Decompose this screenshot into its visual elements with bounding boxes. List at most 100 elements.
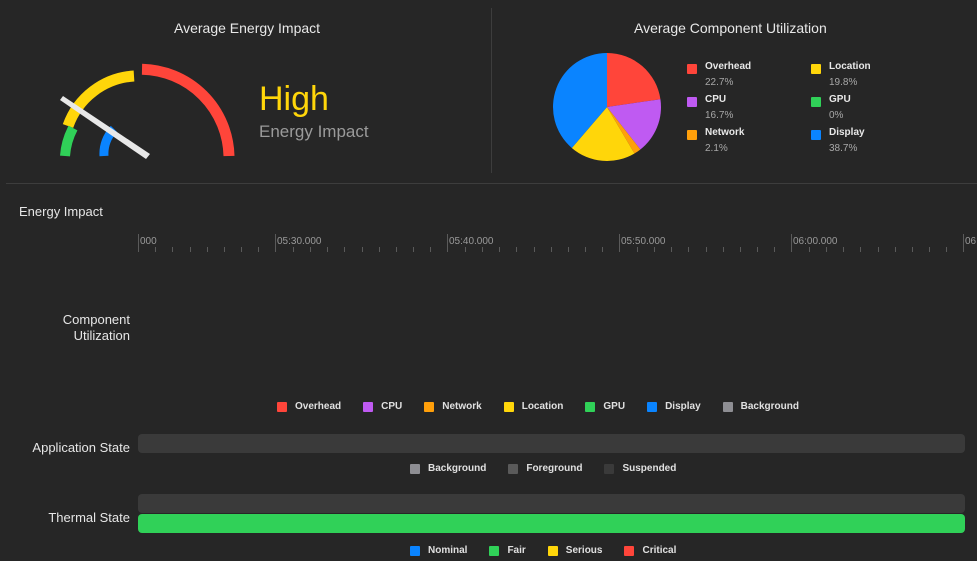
- legend-label: Foreground: [526, 463, 583, 474]
- thermal-legend-serious: Serious: [547, 545, 603, 556]
- ruler-tick-label: 05:40.000: [449, 236, 494, 247]
- ruler-minor-tick: [895, 247, 896, 252]
- legend-swatch: [410, 545, 420, 556]
- app-state-legend-background: Background: [410, 463, 486, 474]
- ruler-minor-tick: [379, 247, 380, 252]
- legend-label: Fair: [507, 545, 526, 556]
- thermal-state-nominal-fill[interactable]: [138, 514, 965, 533]
- legend-label: Location: [521, 401, 564, 412]
- ruler-minor-tick: [946, 247, 947, 252]
- ruler-minor-tick: [654, 247, 655, 252]
- ruler-minor-tick: [860, 247, 861, 252]
- pie-slice-overhead: [607, 53, 661, 107]
- thermal-legend-fair: Fair: [489, 545, 526, 556]
- legend-swatch: [424, 401, 435, 412]
- section-divider: [6, 183, 977, 184]
- legend-percent: 0%: [829, 110, 844, 121]
- ruler-minor-tick: [671, 247, 672, 252]
- legend-swatch: [624, 545, 635, 556]
- ruler-minor-tick: [843, 247, 844, 252]
- ruler-major-tick: [275, 234, 276, 252]
- component-legend-background: Background: [722, 401, 799, 412]
- legend-swatch: [687, 64, 697, 74]
- ruler-minor-tick: [413, 247, 414, 252]
- ruler-minor-tick: [637, 247, 638, 252]
- ruler-minor-tick: [172, 247, 173, 252]
- thermal-legend-nominal: Nominal: [410, 545, 467, 556]
- energy-impact-title: Average Energy Impact: [174, 20, 321, 36]
- ruler-minor-tick: [774, 247, 775, 252]
- legend-label: Serious: [565, 545, 603, 556]
- thermal-state-legend: Nominal Fair Serious Critical: [410, 545, 676, 556]
- legend-label: Network: [442, 401, 482, 412]
- energy-gauge: [60, 63, 235, 159]
- ruler-minor-tick: [723, 247, 724, 252]
- application-state-legend: Background Foreground Suspended: [410, 463, 676, 474]
- ruler-minor-tick: [258, 247, 259, 252]
- gauge-needle: [60, 96, 150, 159]
- ruler-minor-tick: [327, 247, 328, 252]
- component-utilization-title: Average Component Utilization: [634, 20, 827, 36]
- thermal-state-lane-track: [138, 494, 965, 513]
- legend-percent: 2.1%: [705, 143, 728, 154]
- ruler-minor-tick: [826, 247, 827, 252]
- ruler-major-tick: [447, 234, 448, 252]
- ruler-minor-tick: [430, 247, 431, 252]
- component-legend-network: Network: [424, 401, 482, 412]
- legend-swatch: [547, 545, 558, 556]
- legend-label: Critical: [642, 545, 677, 556]
- app-state-legend-suspended: Suspended: [604, 463, 676, 474]
- pie-slice-cpu: [607, 99, 661, 150]
- legend-name: Display: [829, 127, 865, 138]
- ruler-minor-tick: [155, 247, 156, 252]
- application-state-lane[interactable]: [138, 434, 965, 453]
- ruler-minor-tick: [207, 247, 208, 252]
- gauge-critical-arc: [141, 63, 235, 157]
- component-pie-chart: [553, 53, 661, 161]
- legend-swatch: [277, 401, 287, 412]
- ruler-minor-tick: [809, 247, 810, 252]
- ruler-minor-tick: [757, 247, 758, 252]
- legend-label: Background: [428, 463, 487, 474]
- energy-impact-section-title: Energy Impact: [19, 204, 103, 219]
- legend-percent: 22.7%: [705, 77, 734, 88]
- legend-label: Nominal: [428, 545, 468, 556]
- legend-label: Background: [740, 401, 799, 412]
- legend-label: GPU: [603, 401, 626, 412]
- ruler-minor-tick: [499, 247, 500, 252]
- ruler-minor-tick: [551, 247, 552, 252]
- ruler-minor-tick: [688, 247, 689, 252]
- pie-slice-network: [607, 107, 641, 154]
- ruler-minor-tick: [362, 247, 363, 252]
- ruler-minor-tick: [241, 247, 242, 252]
- thermal-legend-critical: Critical: [624, 545, 676, 556]
- ruler-minor-tick: [929, 247, 930, 252]
- legend-swatch: [811, 130, 821, 140]
- legend-percent: 38.7%: [829, 143, 858, 154]
- ruler-minor-tick: [482, 247, 483, 252]
- app-state-legend-foreground: Foreground: [508, 463, 582, 474]
- ruler-minor-tick: [585, 247, 586, 252]
- ruler-minor-tick: [740, 247, 741, 252]
- legend-swatch: [503, 401, 514, 412]
- ruler-tick-label: 05:30.000: [277, 236, 322, 247]
- application-state-label: Application State: [32, 440, 130, 455]
- legend-swatch: [604, 463, 615, 474]
- ruler-minor-tick: [465, 247, 466, 252]
- ruler-minor-tick: [534, 247, 535, 252]
- pie-slice-location: [571, 107, 635, 161]
- legend-swatch: [811, 97, 821, 107]
- legend-swatch: [687, 130, 697, 140]
- ruler-minor-tick: [568, 247, 569, 252]
- legend-label: Overhead: [295, 401, 342, 412]
- component-legend-display: Display: [647, 401, 701, 412]
- legend-swatch: [811, 64, 821, 74]
- ruler-minor-tick: [396, 247, 397, 252]
- legend-swatch: [489, 545, 500, 556]
- component-legend-cpu: CPU: [363, 401, 402, 412]
- legend-name: GPU: [829, 94, 851, 105]
- ruler-major-tick: [619, 234, 620, 252]
- legend-name: Location: [829, 61, 871, 72]
- ruler-minor-tick: [293, 247, 294, 252]
- component-legend-overhead: Overhead: [277, 401, 341, 412]
